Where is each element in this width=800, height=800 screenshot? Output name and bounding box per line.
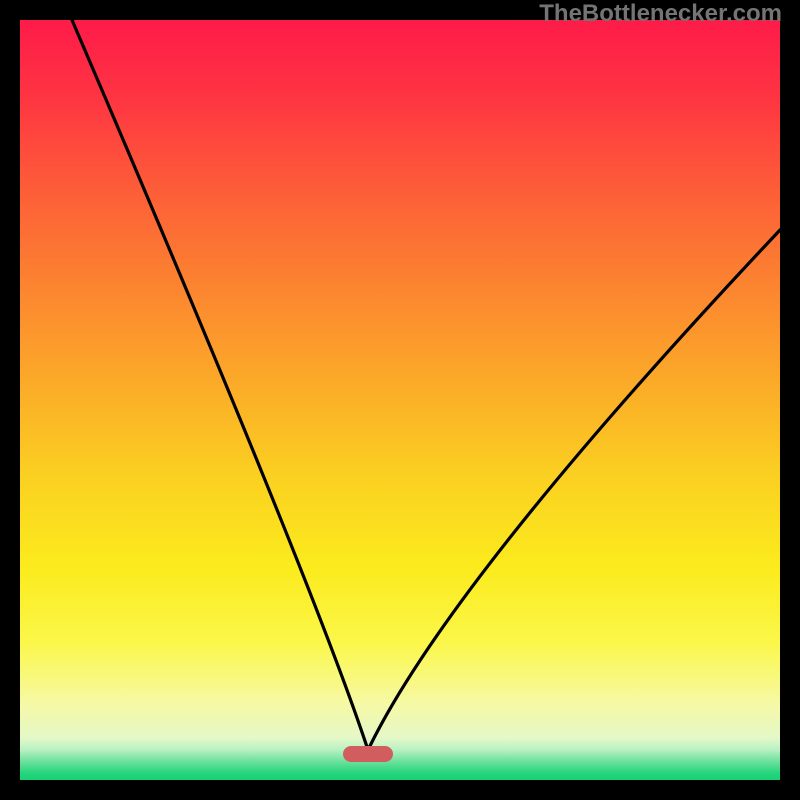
watermark-text: TheBottlenecker.com xyxy=(539,0,782,28)
gradient-background xyxy=(20,20,780,780)
apex-marker xyxy=(343,746,393,762)
chart-svg xyxy=(20,20,780,780)
chart-plot-area xyxy=(20,20,780,780)
